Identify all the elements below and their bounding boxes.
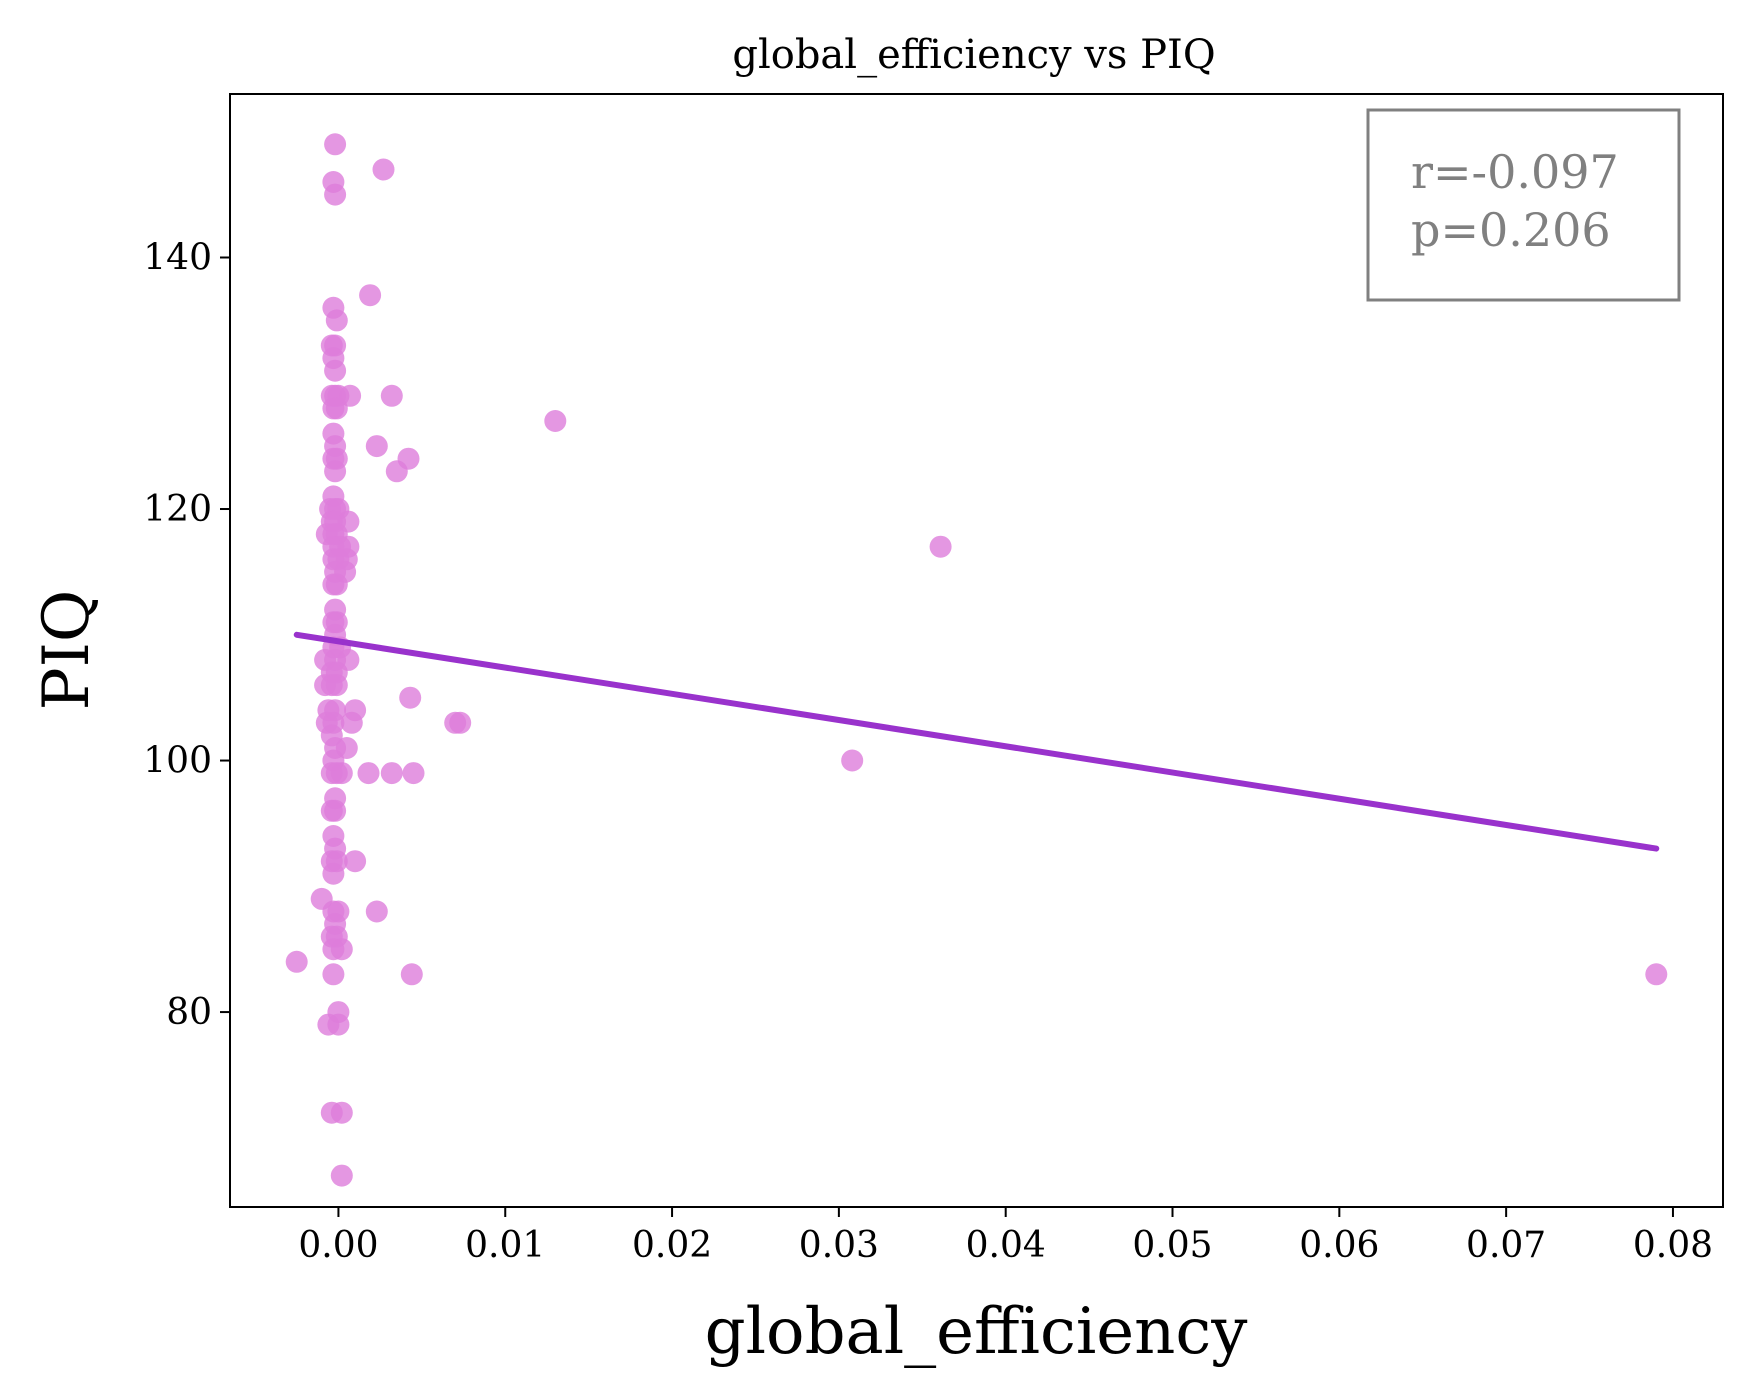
stats-annotation-frame xyxy=(1366,108,1681,302)
data-point xyxy=(400,963,423,986)
data-point xyxy=(330,938,353,961)
data-point xyxy=(399,686,422,709)
points-layer xyxy=(285,133,1668,1187)
y-tick-label: 100 xyxy=(143,741,212,782)
data-point xyxy=(322,963,345,986)
regression-line xyxy=(293,631,1660,852)
data-point xyxy=(449,711,472,734)
data-point xyxy=(359,284,382,307)
data-point xyxy=(324,183,347,206)
stats-r-value: r=-0.097 xyxy=(1411,145,1619,199)
data-point xyxy=(380,762,403,785)
data-point xyxy=(372,158,395,181)
x-axis-ticks: 0.00 0.01 0.02 0.03 0.04 0.05 0.06 0.07 0.08 xyxy=(298,1207,1713,1266)
data-point xyxy=(325,573,348,596)
y-tick-label: 80 xyxy=(166,992,212,1033)
x-tick-label: 0.01 xyxy=(465,1225,545,1266)
data-point xyxy=(365,435,388,458)
data-point xyxy=(324,460,347,483)
x-tick-label: 0.04 xyxy=(966,1225,1046,1266)
y-axis-ticks: 80 100 120 140 xyxy=(143,237,230,1033)
x-tick-label: 0.06 xyxy=(1299,1225,1379,1266)
data-point xyxy=(357,762,380,785)
data-point xyxy=(385,460,408,483)
x-tick-label: 0.08 xyxy=(1633,1225,1713,1266)
chart-title: global_efficiency vs PIQ xyxy=(732,32,1215,78)
data-point xyxy=(325,397,348,420)
y-tick-label: 120 xyxy=(143,489,212,530)
data-point xyxy=(324,799,347,822)
data-point xyxy=(322,862,345,885)
stats-p-value: p=0.206 xyxy=(1411,203,1611,257)
x-tick-label: 0.05 xyxy=(1132,1225,1212,1266)
data-point xyxy=(324,359,347,382)
x-tick-label: 0.07 xyxy=(1466,1225,1546,1266)
data-point xyxy=(325,674,348,697)
data-point xyxy=(330,1164,353,1187)
data-point xyxy=(324,133,347,156)
data-point xyxy=(330,762,353,785)
data-point xyxy=(380,384,403,407)
data-point xyxy=(1645,963,1668,986)
x-tick-label: 0.02 xyxy=(632,1225,712,1266)
x-tick-label: 0.03 xyxy=(799,1225,879,1266)
data-point xyxy=(544,410,567,432)
y-axis-label: PIQ xyxy=(30,590,104,711)
x-tick-label: 0.00 xyxy=(298,1225,378,1266)
data-point xyxy=(929,535,952,558)
data-point xyxy=(340,711,363,734)
data-point xyxy=(365,900,388,923)
data-point xyxy=(285,950,308,973)
data-point xyxy=(841,749,864,772)
data-point xyxy=(344,850,367,873)
data-point xyxy=(325,309,348,332)
x-axis-label: global_efficiency xyxy=(705,1295,1248,1369)
stats-annotation: r=-0.097 p=0.206 xyxy=(1366,108,1681,302)
fit-line-layer xyxy=(293,631,1660,852)
data-point xyxy=(330,1101,353,1124)
data-point xyxy=(327,1013,350,1036)
y-tick-label: 140 xyxy=(143,237,212,278)
data-point xyxy=(402,762,425,785)
